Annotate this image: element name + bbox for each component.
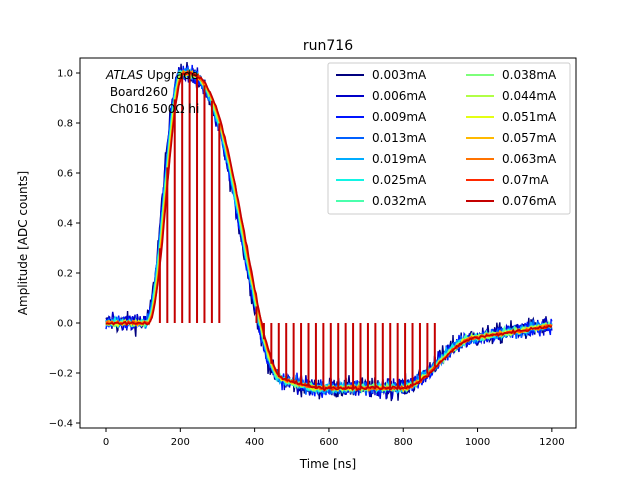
legend-label: 0.032mA bbox=[372, 194, 427, 208]
legend: 0.003mA 0.006mA 0.009mA 0.013mA 0.019mA 0.025… bbox=[327, 62, 571, 215]
legend-label: 0.038mA bbox=[502, 68, 557, 82]
y-axis-label: Amplitude [ADC counts] bbox=[16, 171, 30, 315]
legend-label: 0.013mA bbox=[372, 131, 427, 145]
x-axis: 0 200 400 600 800 1000 1200 bbox=[103, 428, 565, 448]
legend-label: 0.07mA bbox=[502, 173, 549, 187]
legend-label: 0.063mA bbox=[502, 152, 557, 166]
legend-label: 0.025mA bbox=[372, 173, 427, 187]
chart-title: run716 bbox=[303, 38, 353, 54]
annotation-line1: ATLAS Upgrade bbox=[105, 68, 198, 82]
y-tick-label: 0.4 bbox=[57, 219, 73, 230]
annotation-atlas: ATLAS bbox=[105, 68, 144, 82]
x-axis-label: Time [ns] bbox=[299, 457, 356, 471]
y-tick-label: 0.6 bbox=[57, 169, 73, 180]
legend-label: 0.057mA bbox=[502, 131, 557, 145]
legend-label: 0.076mA bbox=[502, 194, 557, 208]
y-tick-label: 1.0 bbox=[57, 69, 73, 80]
x-tick-label: 1200 bbox=[539, 437, 564, 448]
legend-label: 0.006mA bbox=[372, 89, 427, 103]
x-tick-label: 800 bbox=[394, 437, 413, 448]
x-tick-label: 400 bbox=[245, 437, 264, 448]
y-tick-label: 0.2 bbox=[57, 269, 73, 280]
legend-frame bbox=[327, 62, 571, 215]
x-tick-label: 600 bbox=[319, 437, 338, 448]
series-line-0.076mA bbox=[105, 71, 553, 392]
legend-label: 0.044mA bbox=[502, 89, 557, 103]
legend-label: 0.009mA bbox=[372, 110, 427, 124]
atlas-annotation: ATLAS Upgrade Board260 Ch016 500Ω hi bbox=[105, 68, 199, 116]
series-layer bbox=[105, 61, 553, 402]
annotation-line2: Board260 bbox=[106, 85, 168, 99]
x-tick-label: 1000 bbox=[465, 437, 490, 448]
y-tick-label: −0.4 bbox=[49, 419, 73, 430]
y-tick-label: 0.8 bbox=[57, 119, 73, 130]
y-tick-label: 0.0 bbox=[57, 319, 73, 330]
y-axis: −0.4 −0.2 0.0 0.2 0.4 0.6 0.8 1.0 bbox=[49, 69, 80, 430]
annotation-line3: Ch016 500Ω hi bbox=[106, 102, 199, 116]
x-tick-label: 200 bbox=[171, 437, 190, 448]
plot-frame bbox=[79, 57, 577, 429]
legend-label: 0.003mA bbox=[372, 68, 427, 82]
series-line-0.009mA bbox=[105, 64, 553, 398]
annotation-upgrade: Upgrade bbox=[143, 68, 198, 82]
legend-label: 0.019mA bbox=[372, 152, 427, 166]
x-tick-label: 0 bbox=[103, 437, 109, 448]
y-tick-label: −0.2 bbox=[49, 369, 73, 380]
legend-label: 0.051mA bbox=[502, 110, 557, 124]
